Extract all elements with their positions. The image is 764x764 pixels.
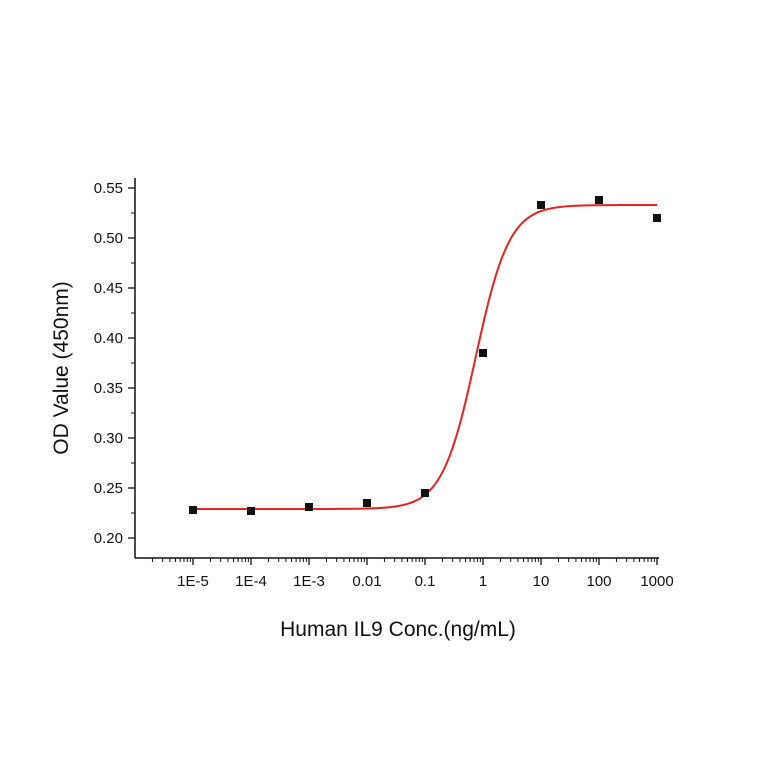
data-point [479, 349, 487, 357]
x-tick-label: 1E-3 [293, 573, 325, 590]
y-tick-label: 0.35 [94, 380, 123, 397]
x-tick-label: 10 [533, 573, 550, 590]
y-tick-label: 0.45 [94, 280, 123, 297]
data-point [595, 196, 603, 204]
fit-curve [193, 204, 657, 510]
y-tick-label: 0.30 [94, 430, 123, 447]
x-ticks: 1E-5 1E-4 1E-3 0.01 0.1 1 10 100 1000 [151, 558, 674, 590]
x-axis-title: Human IL9 Conc.(ng/mL) [280, 618, 516, 641]
y-ticks: 0.20 0.25 0.30 0.35 0.40 0.45 0.50 0.55 [94, 180, 135, 547]
x-tick-label: 0.1 [415, 573, 436, 590]
y-axis-title: OD Value (450nm) [50, 281, 73, 455]
x-tick-label: 0.01 [352, 573, 381, 590]
data-point [363, 499, 371, 507]
y-tick-label: 0.50 [94, 230, 123, 247]
x-tick-label: 1E-5 [177, 573, 209, 590]
data-points [189, 196, 661, 515]
y-tick-label: 0.40 [94, 330, 123, 347]
data-point [247, 507, 255, 515]
data-point [189, 506, 197, 514]
data-point [653, 214, 661, 222]
data-point [537, 201, 545, 209]
y-tick-label: 0.25 [94, 480, 123, 497]
data-point [421, 489, 429, 497]
y-tick-label: 0.20 [94, 530, 123, 547]
x-tick-label: 1000 [640, 573, 673, 590]
x-tick-label: 1 [479, 573, 487, 590]
axes [134, 178, 659, 559]
x-tick-label: 100 [586, 573, 611, 590]
x-tick-label: 1E-4 [235, 573, 267, 590]
data-point [305, 503, 313, 511]
y-tick-label: 0.55 [94, 180, 123, 197]
